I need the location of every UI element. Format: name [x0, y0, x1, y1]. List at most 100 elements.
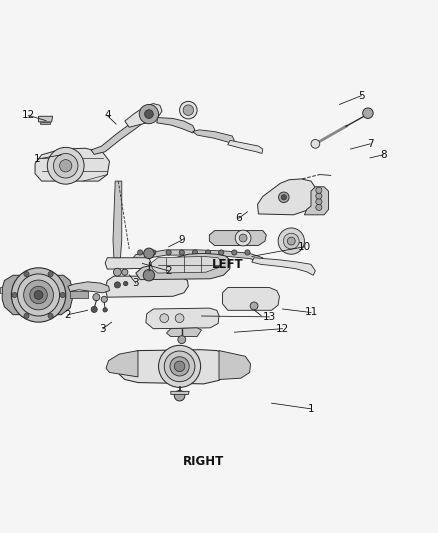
Text: 5: 5	[358, 91, 365, 101]
Circle shape	[180, 101, 197, 119]
Text: RIGHT: RIGHT	[183, 455, 224, 468]
Circle shape	[143, 270, 155, 281]
Polygon shape	[105, 276, 188, 297]
Polygon shape	[106, 351, 138, 377]
Circle shape	[235, 230, 251, 246]
Polygon shape	[91, 118, 145, 155]
Circle shape	[48, 271, 53, 277]
Polygon shape	[219, 351, 251, 379]
Circle shape	[114, 282, 120, 288]
Polygon shape	[171, 391, 189, 394]
Polygon shape	[304, 187, 328, 215]
Text: 11: 11	[304, 308, 318, 318]
Circle shape	[34, 290, 43, 300]
Polygon shape	[113, 181, 122, 258]
Polygon shape	[258, 179, 315, 215]
Circle shape	[170, 357, 189, 376]
Polygon shape	[136, 253, 230, 280]
Text: 9: 9	[178, 235, 185, 245]
Circle shape	[30, 286, 47, 304]
Polygon shape	[119, 350, 232, 384]
Text: 7: 7	[367, 139, 374, 149]
Circle shape	[316, 193, 322, 199]
Polygon shape	[125, 103, 162, 127]
Circle shape	[232, 250, 237, 255]
Text: 3: 3	[132, 278, 139, 288]
Circle shape	[316, 199, 322, 205]
Circle shape	[53, 154, 78, 178]
Polygon shape	[151, 256, 221, 273]
Circle shape	[124, 281, 128, 286]
Polygon shape	[0, 287, 2, 293]
Circle shape	[122, 269, 128, 275]
Circle shape	[363, 108, 373, 118]
Text: 12: 12	[22, 110, 35, 120]
Polygon shape	[157, 118, 195, 133]
Polygon shape	[223, 287, 279, 310]
Circle shape	[93, 294, 100, 301]
Circle shape	[219, 250, 224, 255]
Polygon shape	[68, 282, 110, 293]
Polygon shape	[166, 328, 201, 336]
Polygon shape	[70, 290, 88, 298]
Polygon shape	[105, 258, 151, 269]
Circle shape	[164, 351, 195, 382]
Polygon shape	[35, 148, 110, 181]
Circle shape	[239, 234, 247, 242]
Circle shape	[250, 302, 258, 310]
Polygon shape	[209, 231, 266, 246]
Circle shape	[281, 195, 286, 200]
Circle shape	[316, 204, 322, 211]
Text: 12: 12	[276, 324, 289, 334]
Polygon shape	[40, 122, 50, 124]
Circle shape	[144, 248, 154, 259]
Text: 10: 10	[298, 242, 311, 252]
Circle shape	[245, 250, 250, 255]
Circle shape	[178, 336, 186, 344]
Circle shape	[183, 105, 194, 115]
Circle shape	[311, 140, 320, 148]
Circle shape	[103, 308, 107, 312]
Circle shape	[192, 250, 198, 255]
Text: 3: 3	[99, 324, 106, 334]
Circle shape	[145, 110, 153, 118]
Circle shape	[60, 292, 65, 297]
Circle shape	[174, 361, 185, 372]
Polygon shape	[2, 275, 72, 314]
Circle shape	[47, 147, 84, 184]
Circle shape	[24, 280, 53, 310]
Circle shape	[151, 250, 156, 255]
Polygon shape	[146, 308, 219, 329]
Circle shape	[91, 306, 97, 312]
Circle shape	[175, 314, 184, 322]
Circle shape	[159, 345, 201, 387]
Circle shape	[166, 250, 171, 255]
Circle shape	[11, 268, 66, 322]
Text: 6: 6	[235, 213, 242, 223]
Circle shape	[316, 187, 322, 193]
Circle shape	[24, 271, 29, 277]
Circle shape	[101, 296, 107, 302]
Text: 8: 8	[380, 150, 387, 160]
Circle shape	[278, 228, 304, 254]
Circle shape	[139, 104, 159, 124]
Circle shape	[138, 250, 143, 255]
Circle shape	[174, 391, 185, 401]
Text: LEFT: LEFT	[212, 258, 244, 271]
Text: 4: 4	[104, 110, 111, 120]
Circle shape	[24, 313, 29, 318]
Polygon shape	[228, 140, 263, 154]
Circle shape	[113, 268, 121, 276]
Polygon shape	[193, 130, 234, 143]
Circle shape	[160, 314, 169, 322]
Text: 2: 2	[165, 266, 172, 276]
Circle shape	[179, 250, 184, 255]
Text: 2: 2	[64, 310, 71, 320]
Circle shape	[279, 192, 289, 203]
Text: 1: 1	[307, 404, 314, 414]
Circle shape	[12, 292, 17, 297]
Text: 13: 13	[263, 312, 276, 322]
Circle shape	[283, 233, 299, 249]
Circle shape	[205, 250, 211, 255]
Circle shape	[60, 159, 72, 172]
